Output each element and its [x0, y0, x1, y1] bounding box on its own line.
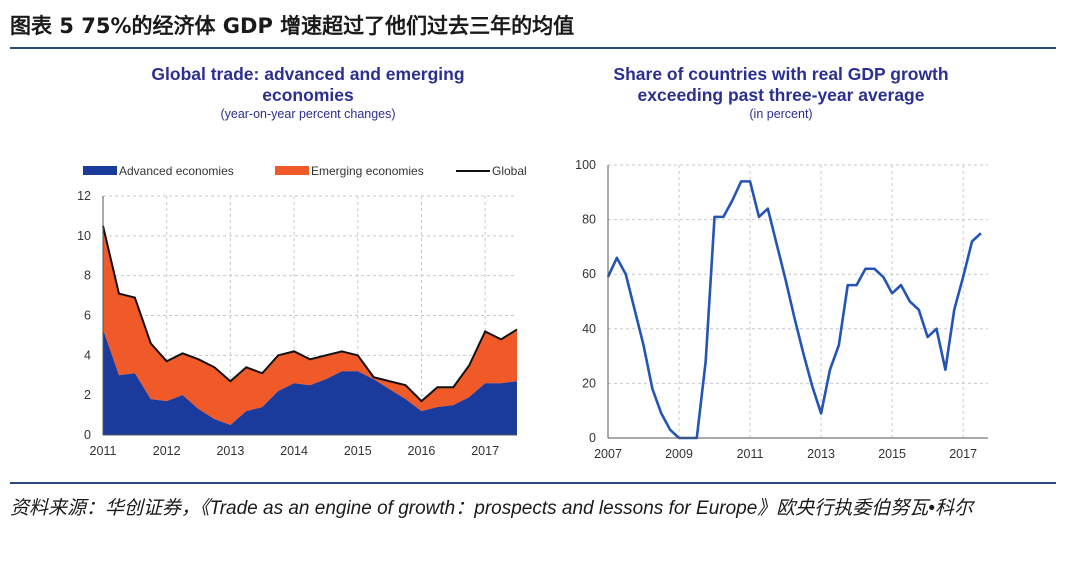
x-tick-label: 2016: [408, 444, 436, 458]
global-line: [102, 225, 518, 403]
legend-swatch: [83, 166, 117, 175]
source-rule: [10, 482, 1056, 484]
legend-label: Advanced economies: [119, 164, 234, 178]
x-tick-label: 2015: [878, 447, 906, 461]
chart-title-line: Global trade: advanced and emerging: [151, 64, 464, 84]
chart-subtitle: (in percent): [749, 107, 812, 121]
legend-swatch: [275, 166, 309, 175]
x-tick-label: 2013: [216, 444, 244, 458]
x-tick-label: 2009: [665, 447, 693, 461]
y-tick-label: 40: [582, 322, 596, 336]
advanced-economies-area: [103, 329, 517, 435]
x-tick-label: 2014: [280, 444, 308, 458]
x-tick-label: 2013: [807, 447, 835, 461]
x-tick-label: 2012: [153, 444, 181, 458]
x-tick-label: 2015: [344, 444, 372, 458]
y-tick-label: 4: [84, 348, 91, 362]
x-tick-label: 2017: [949, 447, 977, 461]
y-tick-label: 2: [84, 388, 91, 402]
chart-global-trade: Global trade: advanced and emergingecono…: [77, 64, 527, 458]
chart-subtitle: (year-on-year percent changes): [220, 107, 395, 121]
y-tick-label: 0: [589, 431, 596, 445]
y-tick-label: 8: [84, 269, 91, 283]
title-rule: [10, 47, 1056, 49]
y-tick-label: 20: [582, 376, 596, 390]
x-tick-label: 2011: [90, 444, 117, 458]
chart-title-line: exceeding past three-year average: [638, 85, 925, 105]
x-tick-label: 2017: [471, 444, 499, 458]
legend-label: Emerging economies: [311, 164, 424, 178]
y-tick-label: 100: [575, 158, 596, 172]
y-tick-label: 80: [582, 213, 596, 227]
y-tick-label: 6: [84, 309, 91, 323]
chart-gdp-share: Share of countries with real GDP growthe…: [575, 64, 988, 461]
source-note: 资料来源：华创证券，《Trade as an engine of growth：…: [10, 498, 973, 519]
x-tick-label: 2011: [737, 447, 764, 461]
share-line: [606, 180, 982, 440]
y-tick-label: 10: [77, 229, 91, 243]
legend-label: Global: [492, 164, 527, 178]
chart-title-line: economies: [262, 85, 354, 105]
chart-title-line: Share of countries with real GDP growth: [613, 64, 948, 84]
figure-title: 图表 5 75%的经济体 GDP 增速超过了他们过去三年的均值: [10, 14, 575, 38]
y-tick-label: 12: [77, 189, 91, 203]
y-tick-label: 0: [84, 428, 91, 442]
y-tick-label: 60: [582, 267, 596, 281]
emerging-economies-area: [103, 225, 517, 426]
x-tick-label: 2007: [594, 447, 622, 461]
